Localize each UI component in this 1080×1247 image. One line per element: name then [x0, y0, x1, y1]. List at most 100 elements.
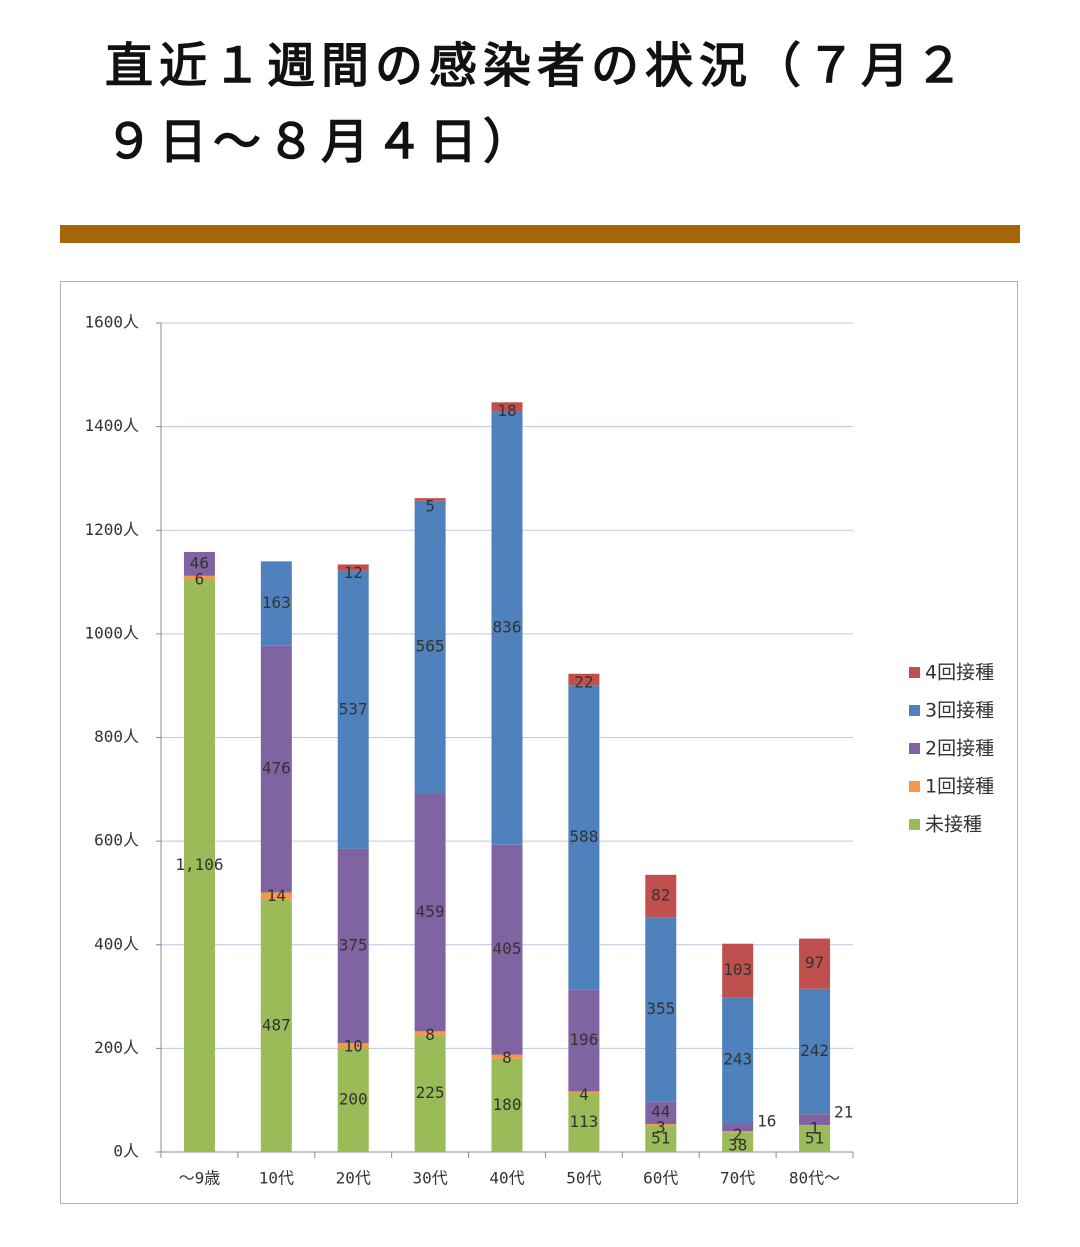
bar-segment: [645, 874, 677, 918]
bar-segment: [414, 1035, 446, 1152]
bar-data-label: 10: [344, 1037, 363, 1056]
bar-data-label: 22: [574, 672, 593, 691]
legend-swatch: [909, 743, 920, 754]
bar-segment: [568, 685, 600, 990]
bar-data-label: 487: [262, 1015, 291, 1034]
x-tick-label: 80代～: [789, 1169, 840, 1188]
bar-data-label: 836: [493, 618, 522, 637]
x-tick-label: 20代: [336, 1169, 371, 1188]
x-tick-label: 70代: [720, 1169, 755, 1188]
x-tick-label: 10代: [259, 1169, 294, 1188]
x-tick-label: ～9歳: [179, 1169, 221, 1188]
bar-segment: [568, 1091, 600, 1094]
bar-segment: [183, 578, 215, 1152]
bar-segment: [414, 1031, 446, 1036]
bar-segment: [645, 1101, 677, 1125]
chart-container: 0人 200人 400人 600人 800人 1000人 1200人 1400人 1600人 1,…: [60, 281, 1018, 1204]
bar-data-label: 103: [723, 960, 752, 979]
bar-data-label: 97: [805, 953, 824, 972]
bar-segment: [183, 575, 215, 579]
bar-data-label: 180: [493, 1095, 522, 1114]
legend-label: 1回接種: [925, 776, 994, 798]
bar-data-label: 8: [425, 1025, 435, 1044]
bar-data-label: 16: [757, 1111, 776, 1130]
bar-segment: [491, 411, 523, 845]
legend-label: 4回接種: [925, 662, 994, 684]
bar-segment: [799, 1125, 831, 1152]
bar-data-label: 163: [262, 593, 291, 612]
bar-segment: [799, 938, 831, 989]
bar-segment: [722, 1131, 754, 1133]
bar-segment: [491, 844, 523, 1055]
bar-segment: [337, 1043, 369, 1049]
y-tick-label: 1200人: [84, 520, 139, 539]
bar-data-label: 196: [569, 1030, 598, 1049]
bar-segment: [722, 997, 754, 1123]
bar-segment: [260, 899, 292, 1152]
bar-data-label: 82: [651, 886, 670, 905]
bar-data-label: 355: [646, 999, 675, 1018]
bar-segment: [260, 892, 292, 900]
bar-data-label: 243: [723, 1050, 752, 1069]
y-tick-label: 400人: [94, 934, 139, 953]
bar-data-label: 21: [834, 1103, 853, 1122]
bar-data-label: 6: [195, 569, 205, 588]
bar-segment: [722, 1122, 754, 1132]
bar-data-label: 1,106: [175, 855, 223, 874]
bar-data-label: 51: [651, 1128, 670, 1147]
bar-segment: [722, 943, 754, 998]
bar-data-label: 200: [339, 1090, 368, 1109]
bar-data-label: 8: [502, 1048, 512, 1067]
bar-segment: [414, 500, 446, 794]
bar-data-label: 225: [416, 1083, 445, 1102]
legend-swatch: [909, 781, 920, 792]
y-tick-label: 1600人: [84, 313, 139, 332]
bar-segment: [337, 1048, 369, 1152]
bar-data-label: 2: [733, 1125, 743, 1144]
x-tick-label: 60代: [643, 1169, 678, 1188]
bar-data-label: 405: [493, 939, 522, 958]
x-tick-label: 30代: [412, 1169, 447, 1188]
bar-segment: [260, 561, 292, 646]
bar-data-label: 1: [810, 1119, 820, 1138]
y-tick-label: 0人: [113, 1142, 139, 1161]
bar-segment: [645, 1125, 677, 1152]
bar-segment: [337, 570, 369, 849]
bar-segment: [645, 917, 677, 1102]
bar-segment: [491, 1058, 523, 1152]
legend-label: 3回接種: [925, 700, 994, 722]
stacked-bar-chart: 0人 200人 400人 600人 800人 1000人 1200人 1400人 1600人 1,…: [84, 313, 994, 1188]
legend-label: 2回接種: [925, 738, 994, 760]
bar-data-label: 242: [800, 1041, 829, 1060]
bar-data-label: 537: [339, 699, 368, 718]
bar-segment: [568, 1093, 600, 1152]
bar-data-label: 375: [339, 936, 368, 955]
bar-data-label: 12: [344, 563, 363, 582]
legend-swatch: [909, 667, 920, 678]
bar-data-label: 46: [190, 553, 209, 572]
y-tick-label: 600人: [94, 831, 139, 850]
bar-segment: [722, 1132, 754, 1152]
bar-data-label: 3: [656, 1118, 666, 1137]
bar-segment: [645, 1124, 677, 1126]
x-tick-label: 40代: [489, 1169, 524, 1188]
bar-data-label: 459: [416, 902, 445, 921]
bar-segment: [183, 552, 215, 576]
bar-data-label: 51: [805, 1128, 824, 1147]
bar-segment: [337, 564, 369, 571]
bar-segment: [568, 673, 600, 686]
bar-segment: [491, 402, 523, 412]
bar-segment: [260, 645, 292, 893]
bar-segment: [799, 1125, 831, 1126]
y-tick-label: 200人: [94, 1038, 139, 1057]
y-tick-label: 1400人: [84, 416, 139, 435]
bar-data-label: 4: [579, 1085, 589, 1104]
page-title: 直近１週間の感染者の状況（７月２９日～８月４日）: [105, 38, 970, 170]
bar-segment: [414, 793, 446, 1032]
bar-segment: [337, 848, 369, 1044]
y-tick-label: 800人: [94, 727, 139, 746]
x-tick-label: 50代: [566, 1169, 601, 1188]
bar-data-label: 565: [416, 637, 445, 656]
legend-swatch: [909, 819, 920, 830]
bar-data-label: 113: [569, 1112, 598, 1131]
